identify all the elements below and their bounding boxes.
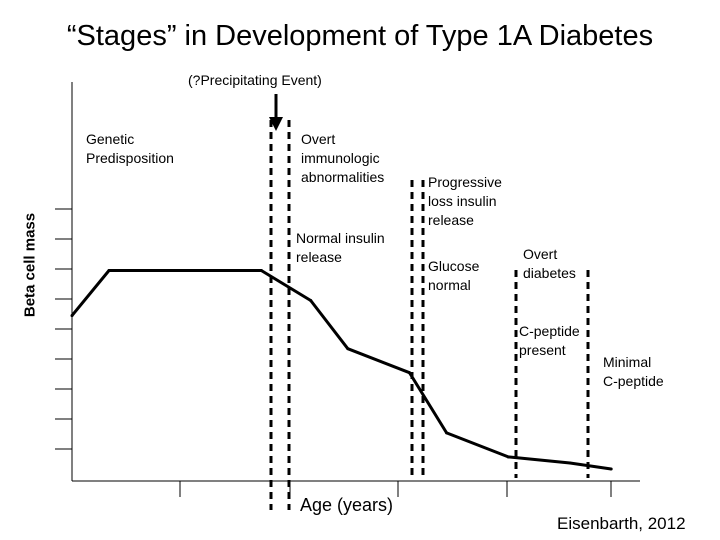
stage-label-progressive-loss: Progressive loss insulin release: [428, 174, 502, 228]
stage-label-normal-insulin: Normal insulin release: [296, 230, 385, 265]
data-point: [609, 467, 613, 471]
data-point: [408, 371, 412, 375]
stage-label-glucose-normal: Glucose normal: [428, 258, 480, 293]
data-point: [568, 461, 572, 465]
data-point: [70, 314, 74, 318]
series-group: [70, 268, 613, 471]
data-point: [309, 299, 313, 303]
data-point: [259, 268, 263, 272]
x-axis-label: Age (years): [300, 495, 394, 515]
credit-label: Eisenbarth, 2012: [557, 514, 686, 533]
stage-label-genetic: Genetic Predisposition: [86, 131, 174, 166]
stage-label-c-peptide-present: C-peptide present: [519, 323, 580, 358]
chart-title: “Stages” in Development of Type 1A Diabe…: [66, 20, 654, 52]
data-point: [506, 455, 510, 459]
data-point: [445, 431, 449, 435]
axes: [71, 82, 640, 482]
stage-dividers: [269, 120, 590, 510]
arrow-head: [269, 117, 283, 131]
precipitating-event-arrow: [269, 94, 283, 131]
stage-label-overt-diabetes: Overt diabetes: [523, 246, 576, 281]
precipitating-event-label: (?Precipitating Event): [188, 72, 322, 88]
data-point: [346, 347, 350, 351]
stage-label-minimal-c-peptide: Minimal C-peptide: [603, 354, 664, 389]
y-ticks: [55, 208, 72, 450]
x-ticks: [179, 481, 612, 497]
data-point: [107, 268, 111, 272]
series-line-beta-cell-mass: [70, 269, 612, 471]
stage-label-immunologic: Overt immunologic abnormalities: [301, 131, 385, 185]
